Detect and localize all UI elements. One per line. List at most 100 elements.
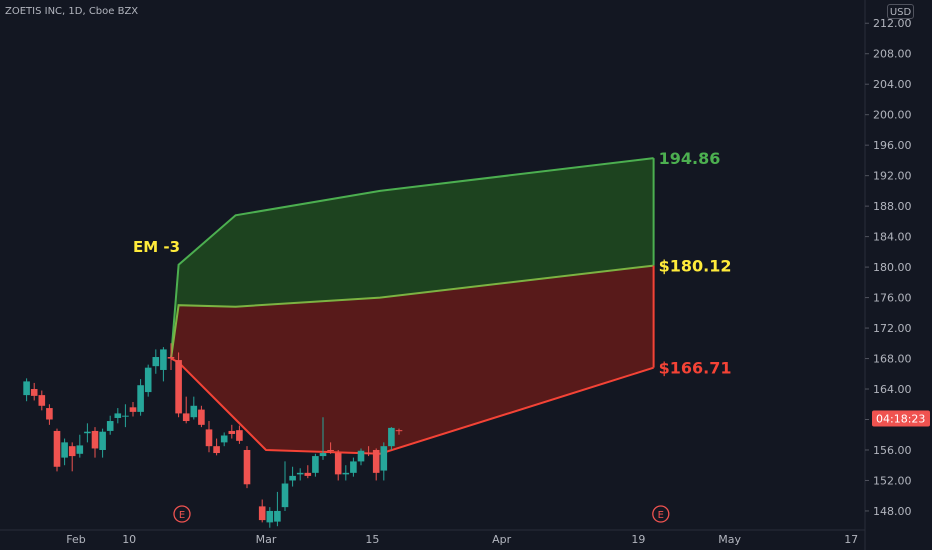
candle bbox=[53, 428, 61, 472]
x-tick-label: 10 bbox=[122, 533, 136, 546]
expected-move-bands bbox=[170, 157, 655, 455]
candle-body bbox=[167, 357, 175, 359]
candle-body bbox=[205, 429, 213, 447]
candle bbox=[236, 425, 243, 444]
symbol-title: ZOETIS INC, 1D, Cboe BZX bbox=[5, 6, 139, 17]
candle-body bbox=[144, 367, 152, 393]
x-tick-label: 19 bbox=[631, 533, 645, 546]
y-tick-label: 212.00 bbox=[873, 17, 912, 30]
candle-body bbox=[198, 409, 205, 425]
candle bbox=[395, 428, 403, 435]
candle-body bbox=[152, 357, 160, 367]
candle bbox=[342, 465, 350, 481]
candle bbox=[243, 446, 251, 489]
candle-body bbox=[91, 430, 99, 449]
y-tick-label: 204.00 bbox=[873, 78, 912, 91]
candle bbox=[266, 507, 274, 528]
candle bbox=[274, 491, 281, 527]
y-tick-label: 196.00 bbox=[873, 139, 912, 152]
candle bbox=[319, 417, 327, 460]
mid-band-line bbox=[170, 264, 654, 359]
candle bbox=[61, 438, 68, 466]
candle bbox=[175, 352, 182, 418]
y-tick-label: 208.00 bbox=[873, 48, 912, 61]
candle bbox=[122, 404, 129, 428]
candle bbox=[30, 382, 38, 401]
earnings-marker-label: E bbox=[179, 510, 185, 521]
candle bbox=[46, 404, 53, 425]
countdown-label: 04:18:23 bbox=[876, 413, 925, 426]
candle-body bbox=[46, 408, 53, 420]
candle-body bbox=[99, 431, 106, 450]
candle-body bbox=[243, 449, 251, 485]
y-tick-label: 176.00 bbox=[873, 292, 912, 305]
candle bbox=[137, 379, 144, 416]
candle bbox=[152, 349, 160, 374]
lower-band-fill bbox=[171, 265, 654, 454]
candle bbox=[38, 390, 46, 411]
candle-body bbox=[30, 389, 38, 396]
candle bbox=[258, 499, 266, 523]
candle bbox=[190, 396, 198, 420]
candle-body bbox=[350, 461, 357, 473]
candle-body bbox=[274, 510, 281, 522]
candle bbox=[289, 466, 296, 487]
candle bbox=[198, 405, 205, 428]
candle bbox=[182, 396, 190, 424]
candle-body bbox=[357, 450, 365, 462]
currency-button[interactable]: USD bbox=[887, 4, 914, 19]
candle bbox=[357, 448, 365, 466]
candle-body bbox=[23, 381, 30, 396]
candle bbox=[99, 428, 106, 458]
candle-body bbox=[68, 446, 76, 457]
candle bbox=[388, 427, 395, 450]
candle-body bbox=[312, 456, 319, 473]
y-tick-label: 148.00 bbox=[873, 505, 912, 518]
candle-body bbox=[380, 446, 388, 471]
y-tick-label: 200.00 bbox=[873, 109, 912, 122]
candle bbox=[23, 378, 30, 402]
candle-body bbox=[304, 472, 312, 476]
candle bbox=[365, 446, 372, 457]
upper-band-line bbox=[170, 157, 654, 359]
y-tick-label: 180.00 bbox=[873, 261, 912, 274]
candle-body bbox=[228, 430, 236, 434]
candle-body bbox=[106, 421, 114, 431]
candle-body bbox=[266, 510, 274, 523]
candle-body bbox=[114, 413, 122, 418]
price-axis[interactable]: 212.00 208.00 204.00 200.00 196.00 192.00 188.… bbox=[865, 17, 930, 518]
candle bbox=[84, 423, 91, 443]
time-axis[interactable]: Feb 10 Mar 15 Apr 19 May 17 bbox=[66, 533, 858, 546]
candle bbox=[167, 343, 175, 370]
candle bbox=[160, 347, 167, 382]
candle-body bbox=[220, 435, 228, 443]
y-tick-label: 188.00 bbox=[873, 200, 912, 213]
candle-body bbox=[296, 472, 304, 475]
y-tick-label: 164.00 bbox=[873, 383, 912, 396]
candle-body bbox=[129, 407, 137, 412]
earnings-marker-circle bbox=[652, 505, 670, 523]
candle-body bbox=[236, 430, 243, 441]
candle bbox=[114, 408, 122, 424]
candle-body bbox=[365, 453, 372, 455]
candle-body bbox=[175, 360, 182, 414]
y-tick-label: 192.00 bbox=[873, 170, 912, 183]
upper-band-fill bbox=[171, 158, 654, 359]
candle bbox=[281, 461, 289, 511]
candle bbox=[228, 424, 236, 439]
earnings-marker: E bbox=[652, 505, 670, 523]
candle bbox=[350, 457, 357, 477]
candle bbox=[68, 442, 76, 472]
candle-body bbox=[289, 475, 296, 481]
candle-body bbox=[327, 449, 334, 451]
candle-body bbox=[319, 453, 327, 457]
candle-body bbox=[76, 445, 84, 454]
candle-body bbox=[53, 430, 61, 467]
candle bbox=[76, 434, 84, 458]
candle-body bbox=[160, 349, 167, 370]
annotation-label: EM -3 bbox=[133, 238, 180, 256]
candle bbox=[304, 465, 312, 479]
candle-body bbox=[182, 413, 190, 422]
